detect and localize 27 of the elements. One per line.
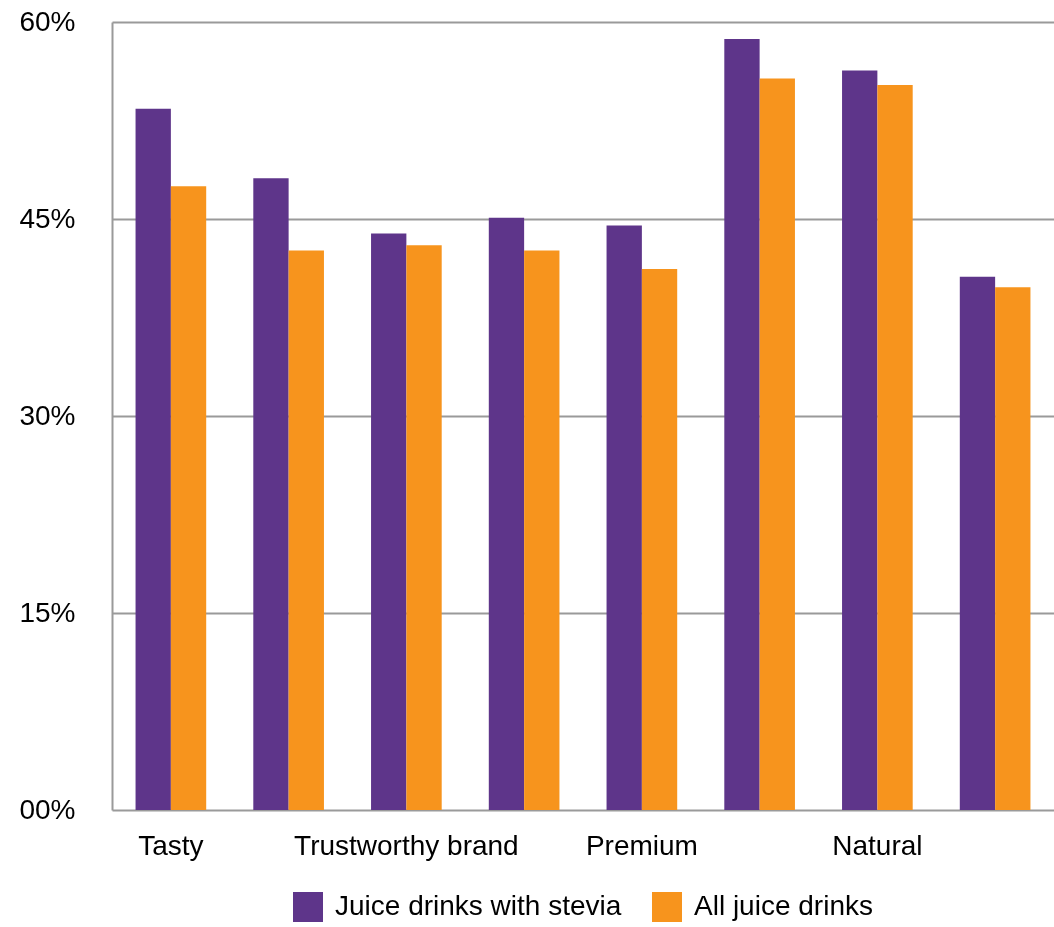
bar — [759, 78, 795, 810]
x-tick-label: Tasty — [138, 829, 204, 861]
bar — [641, 268, 678, 810]
bar — [371, 233, 407, 810]
bar — [842, 70, 878, 810]
y-tick-label: 00% — [19, 793, 76, 825]
y-tick-label: 60% — [19, 5, 76, 37]
x-tick-label: Premium — [585, 829, 698, 861]
bar — [877, 85, 913, 810]
bar — [288, 250, 324, 810]
bar — [170, 186, 207, 810]
bar — [724, 39, 760, 810]
bar — [606, 225, 642, 810]
y-tick-label: 45% — [19, 202, 76, 234]
bar — [253, 178, 289, 810]
bar — [488, 217, 525, 810]
legend-label: All juice drinks — [694, 890, 873, 921]
bar — [524, 250, 560, 810]
bar — [959, 276, 996, 810]
bar — [135, 108, 171, 810]
y-tick-label: 15% — [19, 596, 76, 628]
x-tick-label: Trustworthy brand — [294, 829, 519, 861]
x-tick-label: Natural — [832, 829, 923, 861]
bar — [406, 245, 442, 810]
bar — [995, 287, 1031, 810]
legend-label: Juice drinks with stevia — [335, 890, 622, 921]
y-tick-label: 30% — [19, 399, 76, 431]
